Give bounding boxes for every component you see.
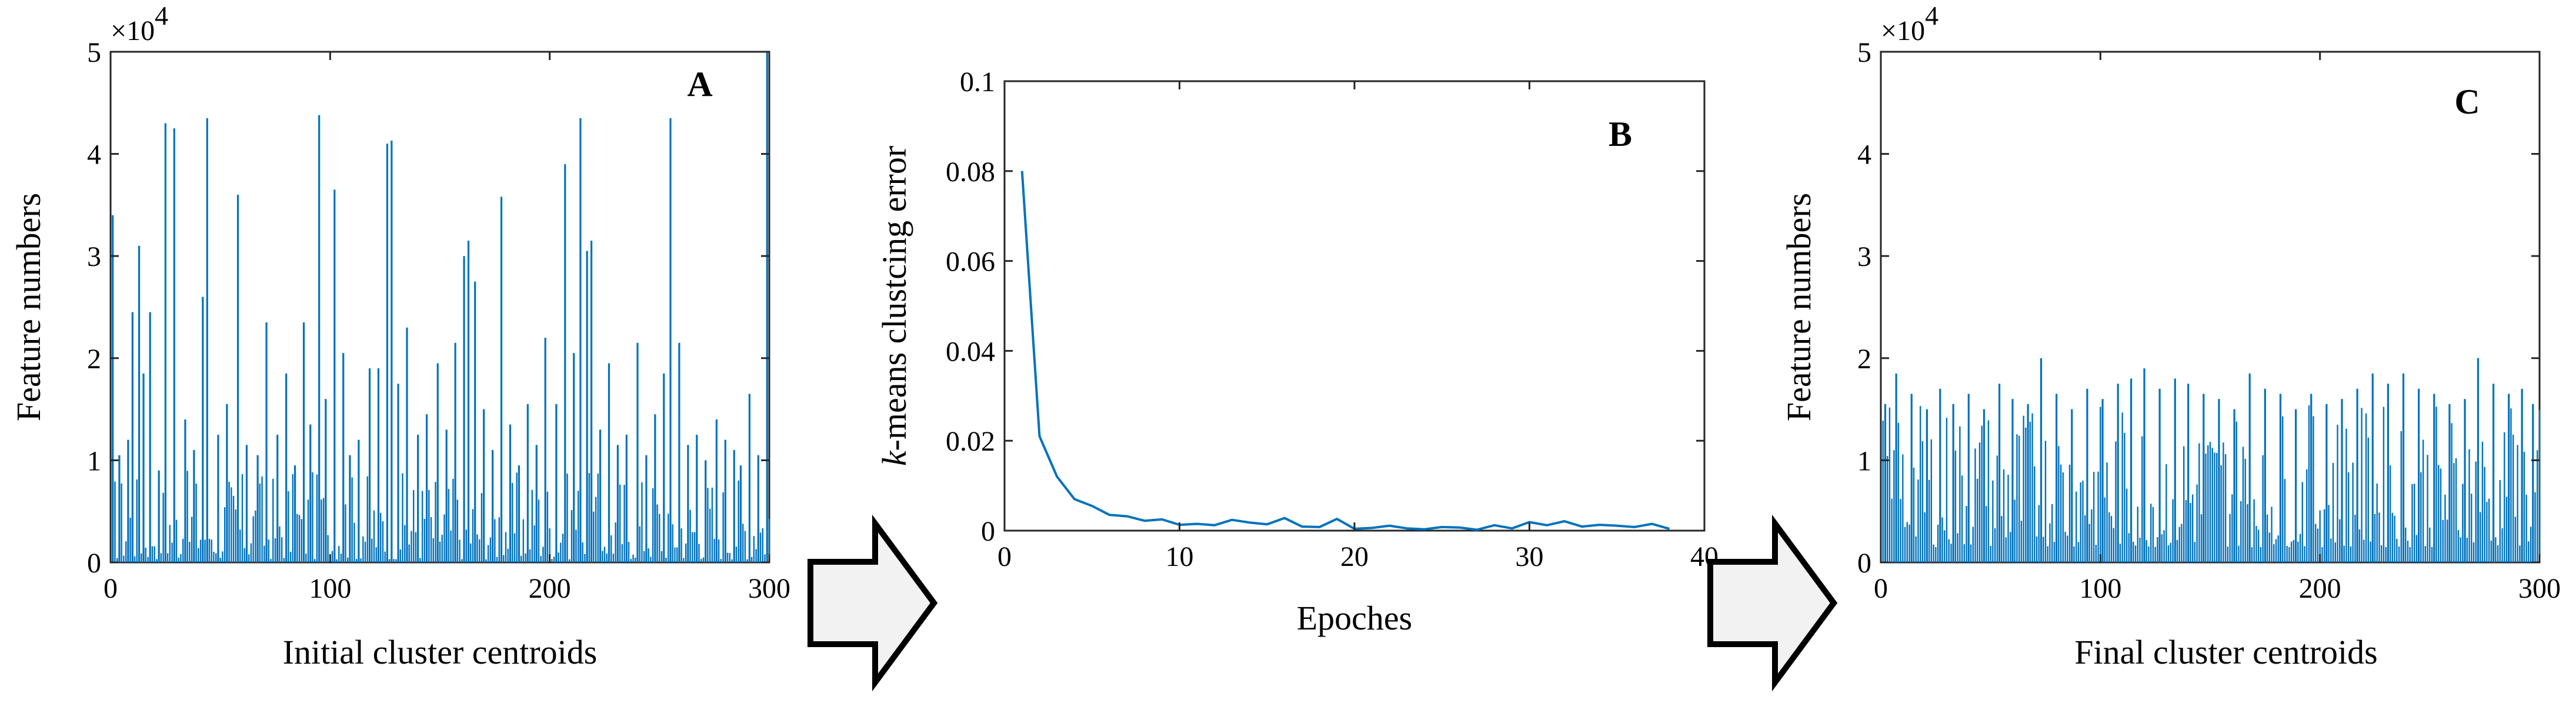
panel-a-ylabel: Feature numbers <box>9 193 48 421</box>
panel-a-xtick-label: 300 <box>748 573 790 604</box>
panel-c-multiplier-exp: 4 <box>1925 1 1938 31</box>
panel-c-xtick-label: 0 <box>1874 573 1888 604</box>
panel-b-xtick-label: 30 <box>1516 541 1544 572</box>
panel-c-ytick-label: 5 <box>1857 37 1871 68</box>
panel-a-ytick-label: 5 <box>87 37 101 68</box>
panel-a-ticks: 0 100 200 300 0 1 2 3 4 5 <box>87 37 790 604</box>
panel-a-ytick-label: 0 <box>87 548 101 579</box>
panel-c-xtick-label: 300 <box>2518 573 2561 604</box>
panel-b-xlabel: Epoches <box>1297 599 1413 637</box>
panel-c-multiplier-base: ×10 <box>1881 15 1925 46</box>
panel-a-multiplier: ×104 <box>111 1 168 46</box>
panel-b-ytick-label: 0.04 <box>946 336 995 367</box>
panel-c-ytick-label: 1 <box>1857 445 1871 477</box>
panel-a-frame <box>109 51 770 564</box>
panel-c-label: C <box>2454 82 2480 121</box>
panel-b-ytick-label: 0.08 <box>946 156 995 188</box>
panel-c-xtick-label: 100 <box>2079 573 2121 604</box>
panel-a-xtick-label: 100 <box>309 573 351 604</box>
panel-c-multiplier: ×104 <box>1881 1 1938 46</box>
panel-c-ylabel: Feature numbers <box>1780 193 1818 421</box>
panel-b-ytick-label: 0 <box>981 516 995 547</box>
panel-b-frame <box>1003 80 1706 532</box>
panel-c-ytick-label: 0 <box>1857 548 1871 579</box>
panel-b-ylabel: k-means clustcing error <box>875 146 913 466</box>
panel-a-ytick-label: 4 <box>87 139 101 171</box>
arrow-b-to-c <box>1707 514 1838 692</box>
panel-b-error-line <box>1020 171 1670 531</box>
panel-c-ytick-label: 2 <box>1857 344 1871 375</box>
panel-b-xtick-label: 0 <box>997 541 1012 572</box>
panel-a-multiplier-exp: 4 <box>155 1 168 31</box>
panel-b-ylabel-italic: k <box>875 450 913 466</box>
panel-a-ytick-label: 3 <box>87 241 101 272</box>
panel-b-xtick-label: 10 <box>1166 541 1194 572</box>
panel-a-label: A <box>687 65 712 104</box>
panel-b-ytick-label: 0.02 <box>946 426 995 457</box>
panel-b-ytick-label: 0.1 <box>960 66 995 98</box>
panel-b-ytick-label: 0.06 <box>946 246 995 278</box>
panel-c-ytick-label: 3 <box>1857 241 1871 272</box>
panel-b-label: B <box>1609 115 1632 154</box>
panel-b-ylabel-rest: -means clustcing error <box>875 146 913 451</box>
panel-a-xtick-label: 200 <box>529 573 571 604</box>
panel-b-xtick-label: 20 <box>1340 541 1369 572</box>
panel-c-spikes <box>1884 358 2534 562</box>
panel-a-ytick-label: 1 <box>87 445 101 477</box>
panel-a-xlabel: Initial cluster centroids <box>283 633 598 671</box>
panel-a-ytick-label: 2 <box>87 344 101 375</box>
panel-a-multiplier-base: ×10 <box>111 15 155 46</box>
panel-c-xlabel: Final cluster centroids <box>2074 633 2377 671</box>
panel-c-ytick-label: 4 <box>1857 139 1871 171</box>
panel-c-xtick-label: 200 <box>2299 573 2341 604</box>
panel-a-spikes <box>112 52 768 562</box>
arrow-a-to-b <box>807 514 938 692</box>
panel-a-xtick-label: 0 <box>104 573 118 604</box>
panel-c-ticks: 0 100 200 300 0 1 2 3 4 5 <box>1857 37 2561 604</box>
